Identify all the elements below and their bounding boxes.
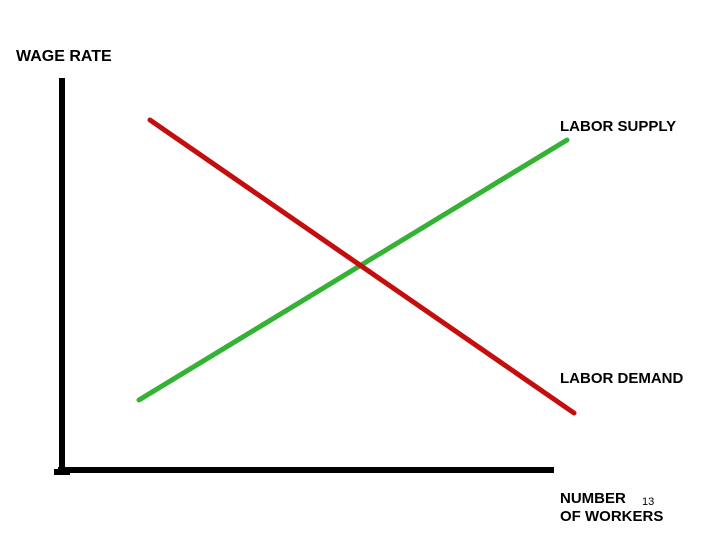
demand-label: LABOR DEMAND [560,370,683,387]
supply-label: LABOR SUPPLY [560,118,676,135]
x-axis-label-1: NUMBER [560,490,626,507]
page-number: 13 [642,496,654,508]
x-axis-label-2: OF WORKERS [560,508,663,525]
y-axis-label: WAGE RATE [16,48,112,66]
chart-stage: WAGE RATE LABOR SUPPLY LABOR DEMAND NUMB… [0,0,720,540]
chart-svg [0,0,720,540]
demand-curve [150,120,574,413]
